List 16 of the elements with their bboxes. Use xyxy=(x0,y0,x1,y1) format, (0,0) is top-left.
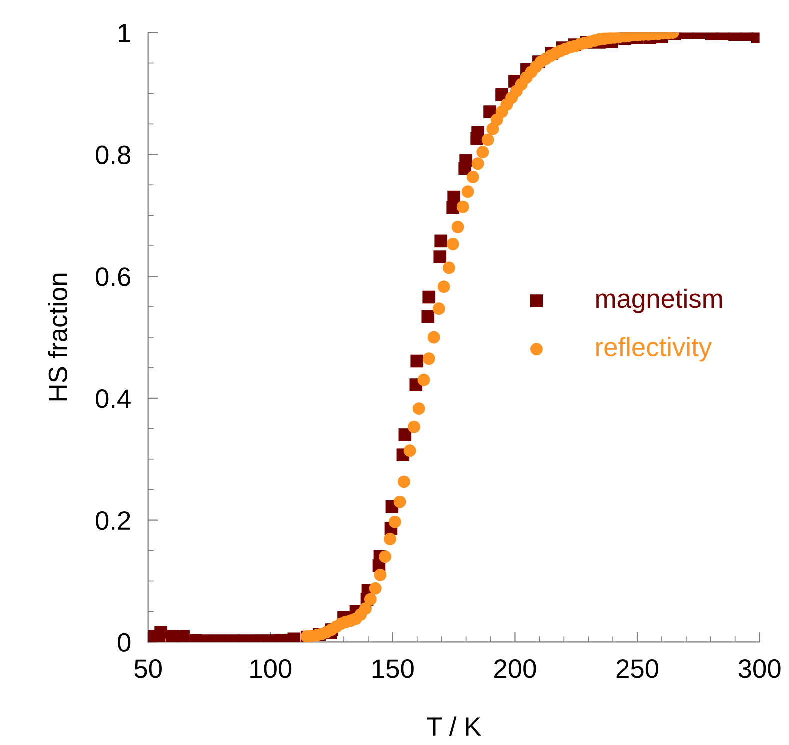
x-axis-title: T / K xyxy=(427,716,482,736)
x-tick-label: 50 xyxy=(134,660,162,678)
y-tick-label: 0.6 xyxy=(96,268,131,286)
x-tick-label: 250 xyxy=(616,660,658,678)
x-tick-label: 100 xyxy=(250,660,292,678)
legend-label: reflectivity xyxy=(596,337,712,362)
y-tick-label: 0.2 xyxy=(96,511,130,530)
y-axis-title: HS fraction xyxy=(48,274,68,401)
x-tick-label: 300 xyxy=(738,660,781,678)
x-tick-label: 200 xyxy=(494,660,536,678)
y-tick-label: 0.8 xyxy=(96,146,131,164)
y-tick-label: 0 xyxy=(118,633,131,652)
y-tick-label: 1 xyxy=(119,24,130,42)
legend-label: magnetism xyxy=(596,288,722,314)
y-tick-label: 0.4 xyxy=(96,390,131,408)
x-tick-label: 150 xyxy=(372,660,414,678)
